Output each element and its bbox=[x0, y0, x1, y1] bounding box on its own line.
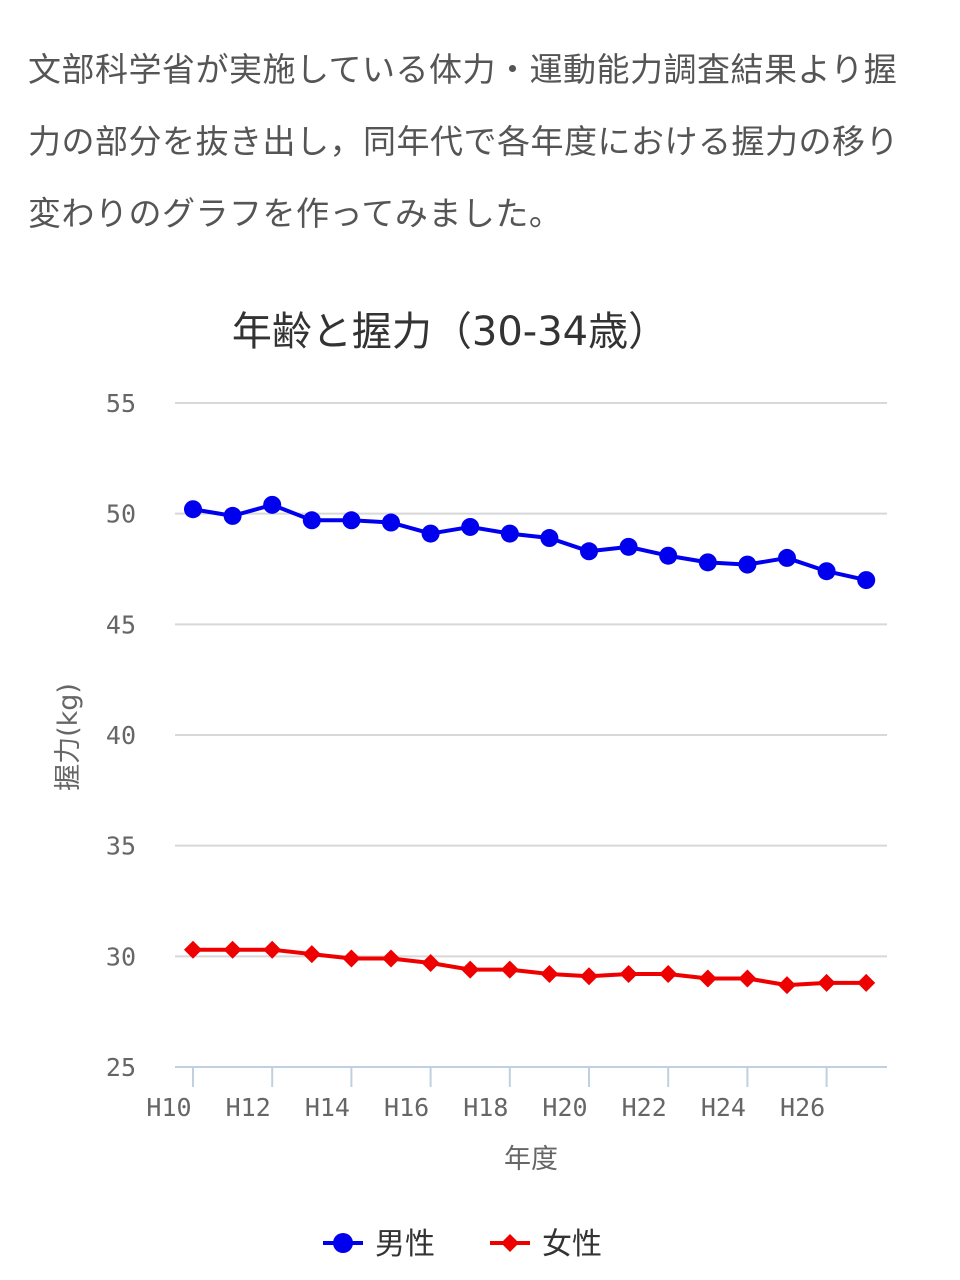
data-point[interactable] bbox=[500, 960, 519, 979]
y-tick-label: 55 bbox=[106, 389, 136, 418]
series-line bbox=[192, 502, 867, 583]
legend-item-male[interactable]: 男性 bbox=[323, 1227, 435, 1262]
data-point[interactable] bbox=[421, 953, 440, 972]
legend-item-female[interactable]: 女性 bbox=[490, 1227, 602, 1262]
data-point[interactable] bbox=[382, 949, 400, 968]
axes: 25 30 35 40 45 50 55 H10 H12 H14 H16 H18 H20 H22 H24 H2… bbox=[106, 389, 887, 1122]
data-point[interactable] bbox=[540, 529, 559, 548]
x-tick-label: H16 bbox=[384, 1093, 429, 1122]
y-tick-label: 45 bbox=[106, 610, 136, 639]
y-tick-label: 25 bbox=[106, 1053, 136, 1082]
data-point[interactable] bbox=[580, 967, 598, 986]
data-point[interactable] bbox=[263, 495, 282, 514]
legend-label: 女性 bbox=[542, 1227, 602, 1262]
data-point[interactable] bbox=[857, 973, 876, 992]
series-female bbox=[184, 940, 876, 995]
intro-paragraph: 文部科学省が実施している体力・運動能力調査結果より握力の部分を抜き出し，同年代で… bbox=[28, 50, 899, 233]
x-axis-label: 年度 bbox=[504, 1144, 558, 1175]
data-point[interactable] bbox=[857, 571, 876, 590]
data-point[interactable] bbox=[184, 940, 202, 959]
data-point[interactable] bbox=[223, 506, 242, 525]
data-point[interactable] bbox=[184, 500, 202, 519]
data-point[interactable] bbox=[817, 562, 836, 581]
y-tick-label: 40 bbox=[106, 721, 136, 750]
grid-lines bbox=[175, 402, 887, 958]
legend-marker bbox=[501, 1234, 519, 1252]
x-tick-label: H12 bbox=[226, 1093, 271, 1122]
data-point[interactable] bbox=[461, 960, 480, 979]
y-tick-label: 35 bbox=[106, 832, 136, 861]
x-tick-label: H26 bbox=[780, 1093, 825, 1122]
data-point[interactable] bbox=[263, 940, 282, 959]
x-tick-label: H14 bbox=[305, 1093, 350, 1122]
data-point[interactable] bbox=[619, 965, 638, 984]
grip-strength-chart: 年齢と握力（30-34歳） 25 30 35 40 45 50 55 H10 H12 H14 H16… bbox=[53, 309, 887, 1262]
legend: 男性 女性 bbox=[323, 1227, 602, 1262]
y-tick-label: 30 bbox=[106, 942, 136, 971]
data-point[interactable] bbox=[540, 965, 559, 984]
data-point[interactable] bbox=[421, 524, 440, 543]
data-point[interactable] bbox=[659, 965, 678, 984]
x-tick-label: H18 bbox=[463, 1093, 508, 1122]
data-point[interactable] bbox=[738, 969, 757, 988]
series-line bbox=[193, 947, 867, 988]
data-point[interactable] bbox=[342, 949, 361, 968]
data-point[interactable] bbox=[817, 973, 836, 992]
data-point[interactable] bbox=[500, 524, 519, 543]
data-point[interactable] bbox=[778, 976, 796, 995]
data-point[interactable] bbox=[659, 546, 678, 565]
data-point[interactable] bbox=[619, 537, 638, 556]
data-point[interactable] bbox=[302, 511, 321, 530]
x-tick-label: H20 bbox=[542, 1093, 587, 1122]
chart-title: 年齢と握力（30-34歳） bbox=[232, 309, 668, 355]
data-point[interactable] bbox=[778, 548, 796, 567]
data-point[interactable] bbox=[342, 511, 361, 530]
data-point[interactable] bbox=[461, 517, 480, 536]
data-point[interactable] bbox=[382, 513, 400, 532]
legend-marker bbox=[333, 1233, 353, 1253]
y-tick-label: 50 bbox=[106, 500, 136, 529]
x-tick-label: H24 bbox=[701, 1093, 746, 1122]
data-point[interactable] bbox=[698, 553, 717, 572]
data-point[interactable] bbox=[580, 542, 598, 561]
data-point[interactable] bbox=[223, 940, 242, 959]
series-male bbox=[184, 495, 876, 590]
data-point[interactable] bbox=[302, 945, 321, 964]
data-series bbox=[184, 495, 876, 995]
x-tick-label: H22 bbox=[622, 1093, 667, 1122]
x-tick-label: H10 bbox=[146, 1093, 191, 1122]
data-point[interactable] bbox=[738, 555, 757, 574]
data-point[interactable] bbox=[698, 969, 717, 988]
y-axis-label: 握力(kg) bbox=[53, 683, 84, 791]
legend-label: 男性 bbox=[375, 1227, 435, 1262]
